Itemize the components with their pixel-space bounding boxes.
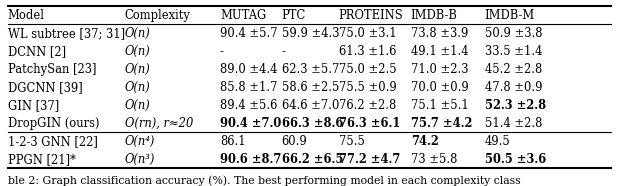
- Text: O(n⁴): O(n⁴): [125, 135, 155, 148]
- Text: O(rn), r≈20: O(rn), r≈20: [125, 117, 193, 130]
- Text: -: -: [282, 45, 285, 58]
- Text: PatchySan [23]: PatchySan [23]: [8, 63, 96, 76]
- Text: O(n): O(n): [125, 99, 150, 112]
- Text: 75.1 ±5.1: 75.1 ±5.1: [411, 99, 468, 112]
- Text: 45.2 ±2.8: 45.2 ±2.8: [484, 63, 542, 76]
- Text: Complexity: Complexity: [125, 9, 190, 22]
- Text: 60.9: 60.9: [282, 135, 307, 148]
- Text: 89.0 ±4.4: 89.0 ±4.4: [220, 63, 277, 76]
- Text: 85.8 ±1.7: 85.8 ±1.7: [220, 81, 278, 94]
- Text: GIN [37]: GIN [37]: [8, 99, 59, 112]
- Text: 50.5 ±3.6: 50.5 ±3.6: [484, 153, 546, 166]
- Text: 70.0 ±0.9: 70.0 ±0.9: [411, 81, 468, 94]
- Text: 75.5 ±0.9: 75.5 ±0.9: [339, 81, 397, 94]
- Text: -: -: [220, 45, 224, 58]
- Text: 50.9 ±3.8: 50.9 ±3.8: [484, 27, 542, 40]
- Text: DCNN [2]: DCNN [2]: [8, 45, 66, 58]
- Text: 33.5 ±1.4: 33.5 ±1.4: [484, 45, 542, 58]
- Text: 90.4 ±7.0: 90.4 ±7.0: [220, 117, 281, 130]
- Text: 75.0 ±2.5: 75.0 ±2.5: [339, 63, 396, 76]
- Text: PPGN [21]*: PPGN [21]*: [8, 153, 76, 166]
- Text: 86.1: 86.1: [220, 135, 246, 148]
- Text: IMDB-M: IMDB-M: [484, 9, 535, 22]
- Text: DropGIN (ours): DropGIN (ours): [8, 117, 99, 130]
- Text: O(n³): O(n³): [125, 153, 155, 166]
- Text: Model: Model: [8, 9, 45, 22]
- Text: DGCNN [39]: DGCNN [39]: [8, 81, 83, 94]
- Text: 71.0 ±2.3: 71.0 ±2.3: [411, 63, 468, 76]
- Text: MUTAG: MUTAG: [220, 9, 266, 22]
- Text: 89.4 ±5.6: 89.4 ±5.6: [220, 99, 277, 112]
- Text: 47.8 ±0.9: 47.8 ±0.9: [484, 81, 542, 94]
- Text: 73.8 ±3.9: 73.8 ±3.9: [411, 27, 468, 40]
- Text: O(n): O(n): [125, 27, 150, 40]
- Text: 75.0 ±3.1: 75.0 ±3.1: [339, 27, 396, 40]
- Text: 62.3 ±5.7: 62.3 ±5.7: [282, 63, 339, 76]
- Text: 73 ±5.8: 73 ±5.8: [411, 153, 457, 166]
- Text: 51.4 ±2.8: 51.4 ±2.8: [484, 117, 542, 130]
- Text: 1-2-3 GNN [22]: 1-2-3 GNN [22]: [8, 135, 97, 148]
- Text: O(n): O(n): [125, 63, 150, 76]
- Text: PROTEINS: PROTEINS: [339, 9, 403, 22]
- Text: 49.5: 49.5: [484, 135, 511, 148]
- Text: 76.3 ±6.1: 76.3 ±6.1: [339, 117, 400, 130]
- Text: 76.2 ±2.8: 76.2 ±2.8: [339, 99, 396, 112]
- Text: O(n): O(n): [125, 45, 150, 58]
- Text: 52.3 ±2.8: 52.3 ±2.8: [484, 99, 546, 112]
- Text: WL subtree [37; 31]: WL subtree [37; 31]: [8, 27, 125, 40]
- Text: 77.2 ±4.7: 77.2 ±4.7: [339, 153, 400, 166]
- Text: 66.2 ±6.5: 66.2 ±6.5: [282, 153, 343, 166]
- Text: 66.3 ±8.6: 66.3 ±8.6: [282, 117, 343, 130]
- Text: 64.6 ±7.0: 64.6 ±7.0: [282, 99, 339, 112]
- Text: 90.6 ±8.7: 90.6 ±8.7: [220, 153, 282, 166]
- Text: PTC: PTC: [282, 9, 306, 22]
- Text: 75.5: 75.5: [339, 135, 365, 148]
- Text: 49.1 ±1.4: 49.1 ±1.4: [411, 45, 468, 58]
- Text: ble 2: Graph classification accuracy (%). The best performing model in each comp: ble 2: Graph classification accuracy (%)…: [8, 176, 520, 186]
- Text: IMDB-B: IMDB-B: [411, 9, 458, 22]
- Text: 61.3 ±1.6: 61.3 ±1.6: [339, 45, 396, 58]
- Text: 75.7 ±4.2: 75.7 ±4.2: [411, 117, 472, 130]
- Text: 74.2: 74.2: [411, 135, 438, 148]
- Text: O(n): O(n): [125, 81, 150, 94]
- Text: 59.9 ±4.3: 59.9 ±4.3: [282, 27, 339, 40]
- Text: 90.4 ±5.7: 90.4 ±5.7: [220, 27, 278, 40]
- Text: 58.6 ±2.5: 58.6 ±2.5: [282, 81, 339, 94]
